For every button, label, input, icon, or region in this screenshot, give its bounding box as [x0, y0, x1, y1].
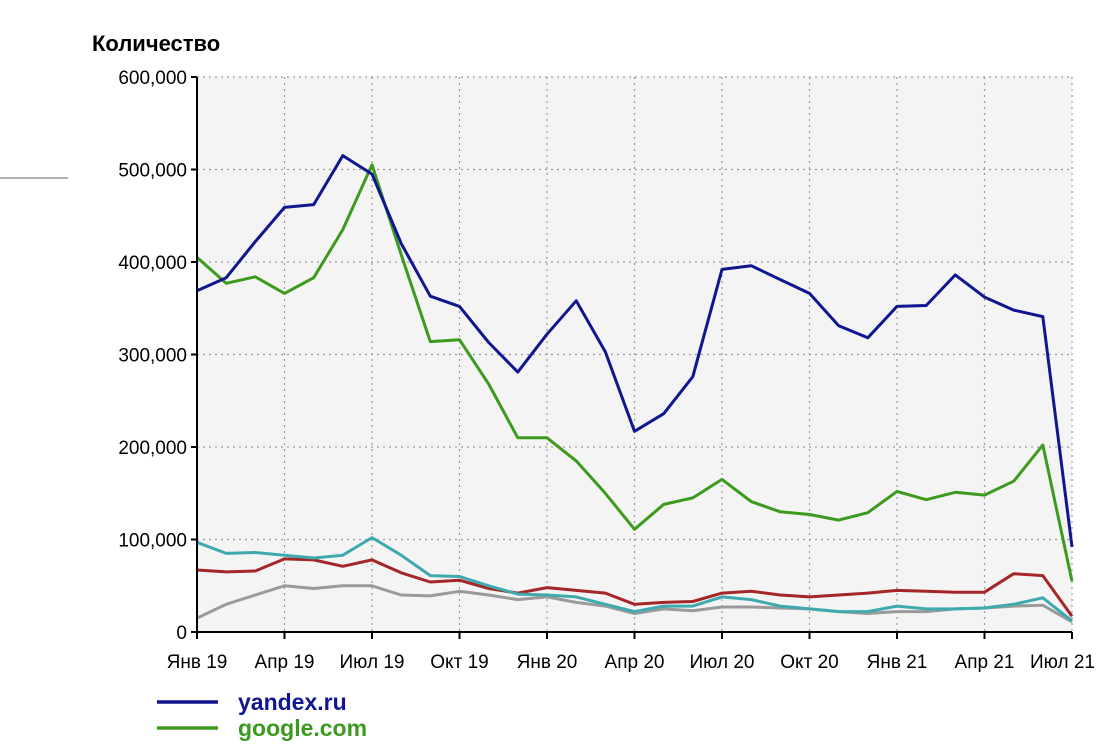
series-line-0: [196, 154, 1074, 548]
x-tick-label: Янв 20: [517, 652, 578, 673]
x-tick-label: Апр 19: [255, 652, 315, 673]
x-tick-label: Апр 21: [955, 652, 1015, 673]
series-line-1: [196, 163, 1074, 582]
grid-lines: [196, 76, 1073, 632]
x-tick-label: Июл 20: [690, 652, 755, 673]
x-tick-label: Окт 19: [430, 652, 488, 673]
x-tick-label: Июл 19: [340, 652, 405, 673]
series-line-2: [196, 536, 1073, 623]
legend-label: google.com: [238, 715, 367, 741]
y-tick-label: 600,000: [118, 68, 187, 89]
y-tick-label: 100,000: [118, 531, 187, 552]
y-tick-label: 300,000: [118, 346, 187, 367]
y-tick-label: 200,000: [118, 438, 187, 459]
x-tick-label: Апр 20: [605, 652, 665, 673]
y-tick-label: 500,000: [118, 161, 187, 182]
legend-label: yandex.ru: [238, 689, 347, 715]
y-tick-label: 400,000: [118, 253, 187, 274]
y-axis-label: Количество: [92, 31, 220, 56]
x-tick-label: Янв 21: [867, 652, 928, 673]
x-tick-label: Янв 19: [167, 652, 228, 673]
series-lines: [196, 154, 1074, 624]
x-tick-label: Окт 20: [780, 652, 838, 673]
tick-labels: 0 100,000 200,000 300,000 400,000 500,000 600,…: [118, 68, 1095, 673]
series-line-4: [196, 584, 1073, 624]
axes: [191, 76, 1073, 639]
series-line-3: [196, 557, 1074, 618]
x-tick-label: Июл 21: [1030, 652, 1095, 673]
y-tick-label: 0: [176, 623, 187, 644]
